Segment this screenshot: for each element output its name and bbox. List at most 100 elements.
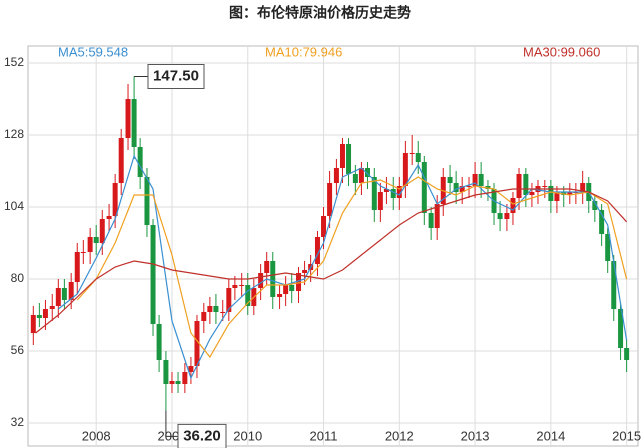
candle-body: [30, 315, 36, 333]
candle-body: [314, 237, 320, 264]
candle-body: [207, 306, 213, 312]
x-tick-label: 2011: [310, 428, 338, 443]
legend-entry: MA5:59.548: [58, 44, 128, 59]
candle-body: [377, 192, 383, 210]
x-tick-label: 2014: [536, 428, 565, 443]
candle-body: [523, 174, 529, 195]
candle-body: [137, 147, 143, 177]
candle-body: [599, 210, 605, 234]
candle-body: [529, 192, 535, 195]
candle-body: [346, 144, 352, 174]
candle-body: [106, 216, 112, 219]
candle-body: [580, 183, 586, 192]
candle-body: [93, 237, 99, 243]
candle-body: [175, 381, 181, 384]
candle-body: [55, 288, 61, 306]
candle-body: [239, 285, 245, 286]
candle-body: [472, 174, 478, 186]
candle-body: [402, 153, 408, 186]
candle-body: [592, 201, 598, 210]
candle-body: [478, 174, 484, 186]
candle-body: [226, 288, 232, 312]
candle-body: [504, 213, 510, 219]
candle-body: [624, 348, 630, 360]
candle-body: [87, 237, 93, 252]
x-tick-label: 2010: [233, 428, 262, 443]
candle-body: [144, 177, 150, 225]
candle-body: [68, 282, 74, 300]
annotation-leader: [165, 410, 178, 437]
candle-body: [182, 372, 188, 384]
candle-body: [548, 186, 554, 201]
candle-body: [396, 186, 402, 198]
candle-body: [61, 288, 67, 300]
candle-body: [188, 366, 194, 372]
candle-body: [277, 294, 283, 297]
candle-body: [49, 306, 55, 309]
y-tick-label: 56: [11, 343, 25, 357]
annotation-box: [177, 423, 227, 448]
candle-body: [371, 177, 377, 210]
candle-body: [264, 261, 270, 273]
candle-body: [611, 261, 617, 309]
annotation: 147.50: [153, 67, 199, 84]
candle-body: [131, 99, 137, 147]
candle-body: [150, 225, 156, 324]
candle-body: [321, 216, 327, 237]
candle-body: [618, 309, 624, 348]
candle-body: [333, 168, 339, 183]
candle-body: [554, 192, 560, 201]
chart-title: 图：布伦特原油价格历史走势: [229, 5, 411, 21]
candle-body: [42, 309, 48, 318]
candle-body: [428, 213, 434, 228]
annotation-box: [147, 64, 205, 89]
candle-body: [156, 324, 162, 360]
ma-line: [76, 176, 628, 359]
candle-body: [605, 234, 611, 261]
candle-body: [289, 285, 295, 291]
candle-body: [302, 270, 308, 273]
x-tick-label: 2008: [82, 428, 111, 443]
candle-body: [125, 99, 131, 138]
y-tick-label: 152: [4, 55, 24, 69]
candle-body: [245, 285, 251, 306]
y-tick-label: 32: [11, 415, 25, 429]
candle-body: [567, 192, 573, 195]
candle-body: [99, 219, 105, 243]
y-tick-label: 80: [11, 271, 25, 285]
candle-body: [453, 183, 459, 192]
plot-frame: [27, 45, 639, 447]
candle-body: [194, 321, 200, 366]
y-tick-label: 128: [4, 127, 24, 141]
candle-body: [80, 252, 86, 253]
y-tick-label: 104: [4, 199, 24, 213]
candle-body: [352, 174, 358, 183]
candle-body: [516, 174, 522, 198]
candle-body: [510, 198, 516, 213]
candle-body: [201, 312, 207, 321]
candle-body: [296, 273, 302, 291]
candle-body: [232, 285, 238, 288]
x-tick-label: 2013: [461, 428, 490, 443]
candle-body: [270, 261, 276, 297]
candle-body: [447, 177, 453, 183]
candle-body: [415, 153, 421, 162]
annotation: 36.20: [183, 427, 221, 444]
candle-body: [421, 162, 427, 213]
candle-body: [358, 168, 364, 183]
legend-entry: MA10:79.946: [265, 44, 342, 59]
candle-body: [213, 306, 219, 312]
candle-body: [220, 312, 226, 313]
candle-body: [169, 381, 175, 384]
candle-body: [258, 273, 264, 288]
candle-body: [364, 168, 370, 177]
candle-body: [74, 252, 80, 282]
candle-body: [36, 315, 42, 318]
candle-body: [118, 138, 124, 183]
candle-body: [497, 213, 503, 219]
candle-body: [163, 360, 169, 384]
candle-body: [466, 186, 472, 187]
candle-body: [339, 144, 345, 168]
ma-line: [35, 188, 628, 334]
